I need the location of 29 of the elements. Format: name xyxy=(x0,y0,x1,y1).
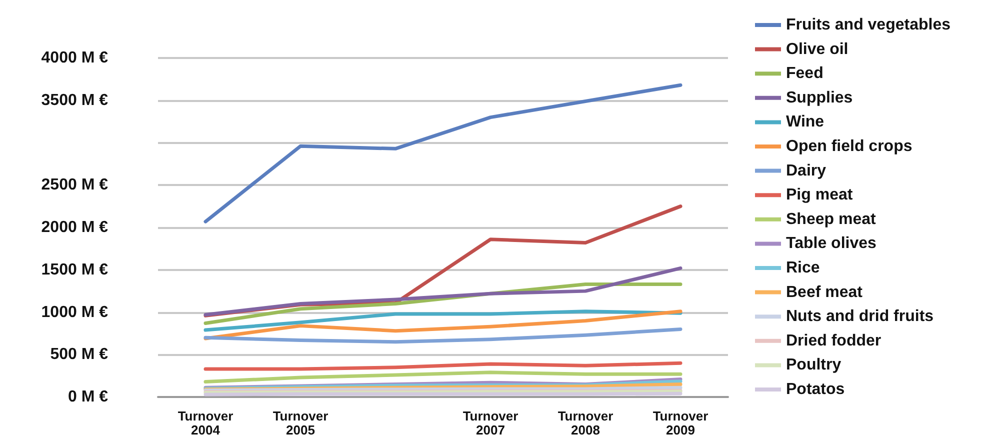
legend-label: Beef meat xyxy=(786,284,864,301)
y-tick-label: 3500 M € xyxy=(41,92,108,109)
legend-label: Olive oil xyxy=(786,40,848,58)
legend-label: Rice xyxy=(786,260,820,276)
legend-label: Poultry xyxy=(786,356,842,374)
legend-label: Wine xyxy=(786,114,824,131)
y-tick-label: 500 M € xyxy=(50,346,108,364)
legend-label: Potatos xyxy=(786,381,845,398)
legend-label: Feed xyxy=(786,65,824,82)
x-tick-label: Turnover 2005 xyxy=(272,408,328,438)
legend-label: Pig meat xyxy=(786,186,854,204)
legend-label: Dairy xyxy=(786,162,826,180)
legend-label: Supplies xyxy=(786,89,853,106)
x-tick-label: Turnover 2009 xyxy=(652,408,708,438)
legend-label: Open field crops xyxy=(786,138,912,155)
y-tick-label: 2000 M € xyxy=(41,219,108,236)
legend-label: Dried fodder xyxy=(786,332,882,350)
x-tick-label: Turnover 2007 xyxy=(462,408,518,438)
legend-label: Sheep meat xyxy=(786,210,876,228)
y-tick-label: 1000 M € xyxy=(41,304,108,321)
legend-label: Table olives xyxy=(786,235,877,252)
y-tick-label: 2500 M € xyxy=(41,176,108,194)
legend-label: Fruits and vegetables xyxy=(786,16,951,34)
y-tick-label: 0 M € xyxy=(68,388,108,406)
y-tick-label: 4000 M € xyxy=(41,50,108,66)
x-tick-label: Turnover 2004 xyxy=(178,408,234,438)
legend-label: Nuts and drid fruits xyxy=(786,308,934,326)
x-tick-label: Turnover 2008 xyxy=(558,408,614,438)
y-tick-label: 1500 M € xyxy=(41,261,108,278)
